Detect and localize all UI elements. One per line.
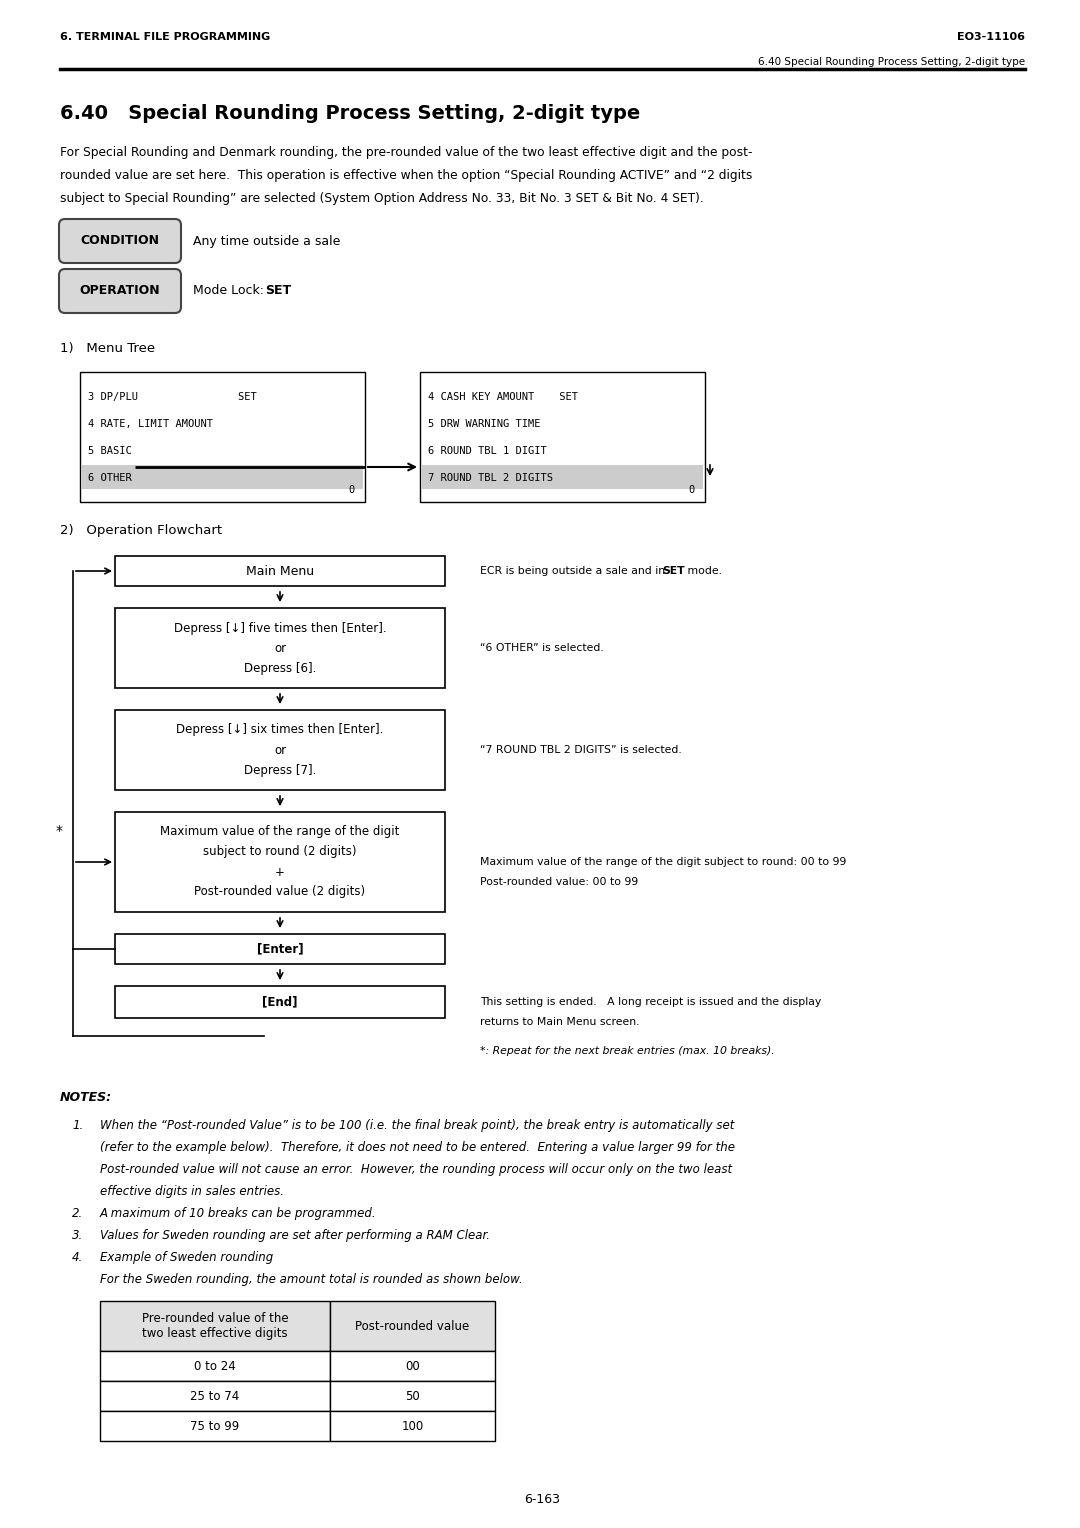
- Text: *: Repeat for the next break entries (max. 10 breaks).: *: Repeat for the next break entries (ma…: [480, 1047, 774, 1056]
- Bar: [422, 465, 703, 489]
- Text: [Enter]: [Enter]: [257, 943, 303, 955]
- Bar: [100, 1351, 330, 1381]
- Text: Example of Sweden rounding: Example of Sweden rounding: [100, 1251, 273, 1264]
- Text: Values for Sweden rounding are set after performing a RAM Clear.: Values for Sweden rounding are set after…: [100, 1229, 490, 1242]
- Text: “7 ROUND TBL 2 DIGITS” is selected.: “7 ROUND TBL 2 DIGITS” is selected.: [480, 746, 681, 755]
- Bar: [420, 371, 705, 503]
- Text: For the Sweden rounding, the amount total is rounded as shown below.: For the Sweden rounding, the amount tota…: [100, 1273, 523, 1287]
- Bar: [100, 1381, 330, 1410]
- Text: 6. TERMINAL FILE PROGRAMMING: 6. TERMINAL FILE PROGRAMMING: [60, 32, 270, 41]
- Text: For Special Rounding and Denmark rounding, the pre-rounded value of the two leas: For Special Rounding and Denmark roundin…: [60, 147, 753, 159]
- Text: Depress [7].: Depress [7].: [244, 764, 316, 776]
- Text: This setting is ended.   A long receipt is issued and the display: This setting is ended. A long receipt is…: [480, 996, 821, 1007]
- Text: NOTES:: NOTES:: [60, 1091, 112, 1105]
- Text: Mode Lock:: Mode Lock:: [193, 284, 268, 298]
- Bar: [330, 1381, 495, 1410]
- Bar: [82, 465, 363, 489]
- Text: Main Menu: Main Menu: [246, 564, 314, 578]
- Text: CONDITION: CONDITION: [81, 234, 160, 248]
- Text: When the “Post-rounded Value” is to be 100 (i.e. the final break point), the bre: When the “Post-rounded Value” is to be 1…: [100, 1118, 734, 1132]
- Text: [End]: [End]: [262, 996, 298, 1008]
- Text: Maximum value of the range of the digit subject to round: 00 to 99: Maximum value of the range of the digit …: [480, 857, 847, 866]
- Bar: [114, 711, 445, 790]
- Text: 0: 0: [689, 484, 696, 495]
- Text: 6.40   Special Rounding Process Setting, 2-digit type: 6.40 Special Rounding Process Setting, 2…: [60, 104, 640, 122]
- Bar: [114, 811, 445, 912]
- Text: 6.40 Special Rounding Process Setting, 2-digit type: 6.40 Special Rounding Process Setting, 2…: [758, 57, 1025, 67]
- Text: Post-rounded value (2 digits): Post-rounded value (2 digits): [194, 886, 365, 898]
- Text: rounded value are set here.  This operation is effective when the option “Specia: rounded value are set here. This operati…: [60, 170, 753, 182]
- Text: EO3-11106: EO3-11106: [957, 32, 1025, 41]
- Text: subject to round (2 digits): subject to round (2 digits): [203, 845, 356, 859]
- Text: Pre-rounded value of the
two least effective digits: Pre-rounded value of the two least effec…: [141, 1313, 288, 1340]
- Bar: [330, 1410, 495, 1441]
- Bar: [114, 934, 445, 964]
- Text: 3.: 3.: [72, 1229, 83, 1242]
- Text: 4.: 4.: [72, 1251, 83, 1264]
- Text: mode.: mode.: [684, 565, 721, 576]
- Bar: [330, 1351, 495, 1381]
- Text: 3 DP/PLU                SET: 3 DP/PLU SET: [87, 393, 257, 402]
- Text: 2.: 2.: [72, 1207, 83, 1219]
- Text: returns to Main Menu screen.: returns to Main Menu screen.: [480, 1018, 639, 1027]
- Text: 6-163: 6-163: [525, 1493, 561, 1507]
- Bar: [114, 608, 445, 688]
- Text: 5 DRW WARNING TIME: 5 DRW WARNING TIME: [428, 419, 540, 429]
- Text: OPERATION: OPERATION: [80, 284, 160, 298]
- Text: 7 ROUND TBL 2 DIGITS: 7 ROUND TBL 2 DIGITS: [428, 474, 553, 483]
- Text: 5 BASIC: 5 BASIC: [87, 446, 132, 455]
- Text: subject to Special Rounding” are selected (System Option Address No. 33, Bit No.: subject to Special Rounding” are selecte…: [60, 193, 704, 205]
- Text: 25 to 74: 25 to 74: [190, 1389, 240, 1403]
- Text: Depress [↓] six times then [Enter].: Depress [↓] six times then [Enter].: [176, 723, 383, 736]
- Text: 4 CASH KEY AMOUNT    SET: 4 CASH KEY AMOUNT SET: [428, 393, 578, 402]
- Text: ECR is being outside a sale and in: ECR is being outside a sale and in: [480, 565, 669, 576]
- Text: A maximum of 10 breaks can be programmed.: A maximum of 10 breaks can be programmed…: [100, 1207, 377, 1219]
- Text: “6 OTHER” is selected.: “6 OTHER” is selected.: [480, 643, 604, 652]
- Text: Post-rounded value: Post-rounded value: [355, 1320, 470, 1332]
- Text: or: or: [274, 744, 286, 756]
- Text: (refer to the example below).  Therefore, it does not need to be entered.  Enter: (refer to the example below). Therefore,…: [100, 1141, 735, 1154]
- Text: 100: 100: [402, 1420, 423, 1433]
- Text: 0: 0: [349, 484, 355, 495]
- Text: 4 RATE, LIMIT AMOUNT: 4 RATE, LIMIT AMOUNT: [87, 419, 213, 429]
- Text: 1)   Menu Tree: 1) Menu Tree: [60, 342, 156, 354]
- FancyBboxPatch shape: [59, 219, 181, 263]
- Text: +: +: [275, 865, 285, 879]
- FancyBboxPatch shape: [59, 269, 181, 313]
- Bar: [100, 1410, 330, 1441]
- Text: Maximum value of the range of the digit: Maximum value of the range of the digit: [160, 825, 400, 839]
- Text: effective digits in sales entries.: effective digits in sales entries.: [100, 1186, 284, 1198]
- Text: 6 OTHER: 6 OTHER: [87, 474, 132, 483]
- Text: Post-rounded value: 00 to 99: Post-rounded value: 00 to 99: [480, 877, 638, 886]
- Text: *: *: [56, 824, 63, 837]
- Text: Any time outside a sale: Any time outside a sale: [193, 234, 340, 248]
- Bar: [100, 1300, 330, 1351]
- Bar: [330, 1300, 495, 1351]
- Text: or: or: [274, 642, 286, 654]
- Text: SET: SET: [265, 284, 292, 298]
- Bar: [114, 986, 445, 1018]
- Text: 75 to 99: 75 to 99: [190, 1420, 240, 1433]
- Bar: [114, 556, 445, 587]
- Text: 2)   Operation Flowchart: 2) Operation Flowchart: [60, 524, 222, 536]
- Text: 6 ROUND TBL 1 DIGIT: 6 ROUND TBL 1 DIGIT: [428, 446, 546, 455]
- Text: Depress [↓] five times then [Enter].: Depress [↓] five times then [Enter].: [174, 622, 387, 634]
- Text: 1.: 1.: [72, 1118, 83, 1132]
- Text: 50: 50: [405, 1389, 420, 1403]
- Text: Depress [6].: Depress [6].: [244, 662, 316, 674]
- Bar: [80, 371, 365, 503]
- Text: Post-rounded value will not cause an error.  However, the rounding process will : Post-rounded value will not cause an err…: [100, 1163, 732, 1177]
- Text: SET: SET: [662, 565, 685, 576]
- Text: 00: 00: [405, 1360, 420, 1372]
- Text: 0 to 24: 0 to 24: [194, 1360, 235, 1372]
